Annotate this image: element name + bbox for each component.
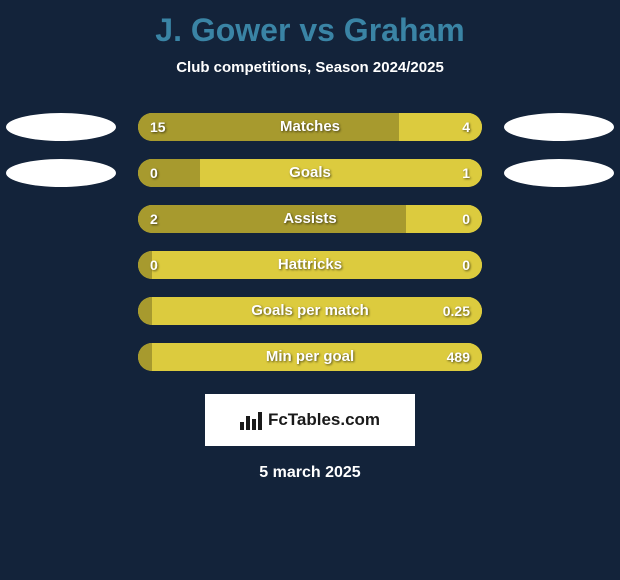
player2-value: 489 [447,343,470,371]
footer-date: 5 march 2025 [0,464,620,482]
player2-value: 1 [462,159,470,187]
player2-value: 0.25 [443,297,470,325]
stat-bar: Goals0 1 [138,159,482,187]
stat-label: Goals [138,159,482,187]
stat-label: Goals per match [138,297,482,325]
stat-row: Goals per match0.25 [0,288,620,334]
stat-bar: Hattricks0 0 [138,251,482,279]
stat-label: Min per goal [138,343,482,371]
player2-value: 4 [462,113,470,141]
player1-oval [6,113,116,141]
stat-bar: Matches15 4 [138,113,482,141]
stat-bar: Goals per match0.25 [138,297,482,325]
comparison-chart: Matches154Goals01Assists20Hattricks00Goa… [0,104,620,380]
player2-oval [504,159,614,187]
stat-row: Matches15 4 [0,104,620,150]
player1-value: 0 [150,159,158,187]
player2-value: 0 [462,205,470,233]
brand-text: FcTables.com [268,410,380,430]
player1-value: 15 [150,113,166,141]
stat-row: Assists2 0 [0,196,620,242]
comparison-title: J. Gower vs Graham [0,0,620,49]
stat-label: Hattricks [138,251,482,279]
player2-oval [504,113,614,141]
stat-label: Matches [138,113,482,141]
player1-oval [6,159,116,187]
stat-label: Assists [138,205,482,233]
bars-icon [240,410,262,430]
stat-bar: Assists2 0 [138,205,482,233]
player1-value: 2 [150,205,158,233]
stat-row: Min per goal489 [0,334,620,380]
player1-value: 0 [150,251,158,279]
stat-bar: Min per goal489 [138,343,482,371]
stat-row: Hattricks0 0 [0,242,620,288]
stat-row: Goals0 1 [0,150,620,196]
comparison-subtitle: Club competitions, Season 2024/2025 [0,59,620,76]
brand-badge: FcTables.com [205,394,415,446]
player2-value: 0 [462,251,470,279]
